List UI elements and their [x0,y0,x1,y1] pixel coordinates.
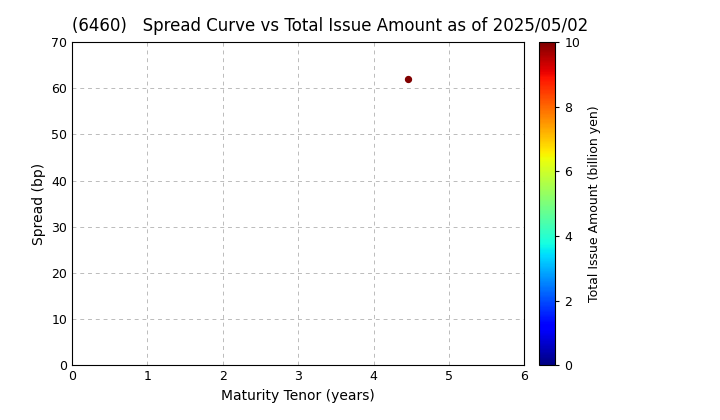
Point [402,76,413,82]
Y-axis label: Spread (bp): Spread (bp) [32,163,45,245]
Y-axis label: Total Issue Amount (billion yen): Total Issue Amount (billion yen) [588,105,601,302]
Text: (6460)   Spread Curve vs Total Issue Amount as of 2025/05/02: (6460) Spread Curve vs Total Issue Amoun… [72,17,588,35]
X-axis label: Maturity Tenor (years): Maturity Tenor (years) [221,389,375,403]
